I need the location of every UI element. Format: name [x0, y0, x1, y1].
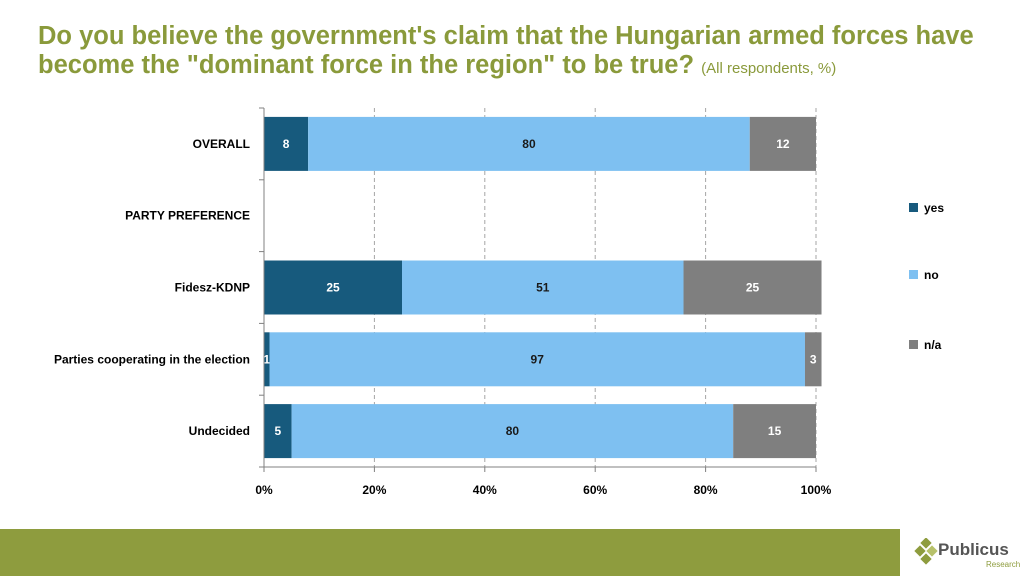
- x-tick-label: 100%: [801, 483, 832, 497]
- category-label: Fidesz-KDNP: [175, 281, 250, 295]
- data-label-yes: 8: [283, 137, 290, 151]
- x-tick-label: 40%: [473, 483, 497, 497]
- data-label-yes: 25: [326, 281, 340, 295]
- bar-n/a: [733, 404, 816, 459]
- bar-no: [402, 260, 684, 315]
- publicus-brand: Publicus: [938, 540, 1009, 559]
- bar-no: [269, 332, 805, 387]
- data-label-n/a: 12: [776, 137, 790, 151]
- legend-swatch-no: [909, 270, 918, 279]
- footer-bar: [0, 529, 900, 576]
- x-tick-label: 60%: [583, 483, 607, 497]
- category-label: PARTY PREFERENCE: [125, 209, 250, 223]
- chart-title-sub: (All respondents, %): [701, 60, 837, 77]
- data-label-no: 51: [536, 281, 550, 295]
- chart-title: Do you believe the government's claim th…: [38, 22, 998, 83]
- bar-yes: [264, 260, 402, 315]
- x-tick-label: 0%: [255, 483, 273, 497]
- bar-yes: [264, 404, 292, 459]
- publicus-logo: Publicus Research: [912, 535, 1024, 573]
- data-label-no: 80: [506, 424, 520, 438]
- category-label: OVERALL: [193, 137, 250, 151]
- legend-swatch-n/a: [909, 340, 918, 349]
- bar-yes: [264, 332, 270, 387]
- x-tick-label: 80%: [694, 483, 718, 497]
- data-label-no: 80: [522, 137, 536, 151]
- data-label-yes: 1: [263, 352, 270, 366]
- legend-swatch-yes: [909, 203, 918, 212]
- legend-label-n/a: n/a: [924, 338, 942, 352]
- publicus-tagline: Research: [986, 560, 1021, 569]
- legend-label-yes: yes: [924, 201, 944, 215]
- bar-n/a: [749, 116, 816, 171]
- data-label-n/a: 3: [810, 352, 817, 366]
- data-label-yes: 5: [274, 424, 281, 438]
- bar-no: [308, 116, 750, 171]
- publicus-logo-icon: [914, 538, 938, 565]
- bar-n/a: [683, 260, 822, 315]
- data-label-n/a: 25: [746, 281, 760, 295]
- data-label-no: 97: [531, 352, 545, 366]
- category-label: Parties cooperating in the election: [54, 352, 250, 366]
- x-tick-label: 20%: [362, 483, 386, 497]
- legend-label-no: no: [924, 268, 939, 282]
- bar-n/a: [804, 332, 822, 387]
- bar-no: [291, 404, 734, 459]
- bar-yes: [264, 116, 309, 171]
- data-label-n/a: 15: [768, 424, 782, 438]
- category-label: Undecided: [189, 424, 250, 438]
- chart-title-main: Do you believe the government's claim th…: [38, 22, 974, 79]
